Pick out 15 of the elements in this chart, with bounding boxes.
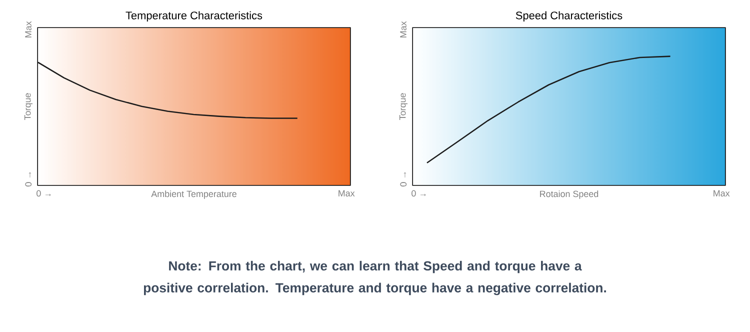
text: Max [25,21,32,38]
x-axis-title: Ambient Temperature [151,190,236,199]
y-axis-title: Torque [399,93,408,120]
text: Max [714,190,730,196]
text: Max [338,190,355,196]
y-axis-title: Torque [24,93,32,120]
text: 0 → [36,190,51,197]
chart-title: Temperature Characteristics [126,11,262,22]
text: 0 → [400,172,407,186]
text: Note: From the chart, we can learn that Speed and torque have a positive correlation. Temperature and torque have a negative correlation. [144,260,606,296]
text: 0 → [412,190,426,197]
text: Max [400,21,406,38]
annotation: 0 → [25,172,32,186]
x-axis-title: Rotaion Speed [540,190,598,199]
chart-title: Speed Characteristics [516,11,622,22]
